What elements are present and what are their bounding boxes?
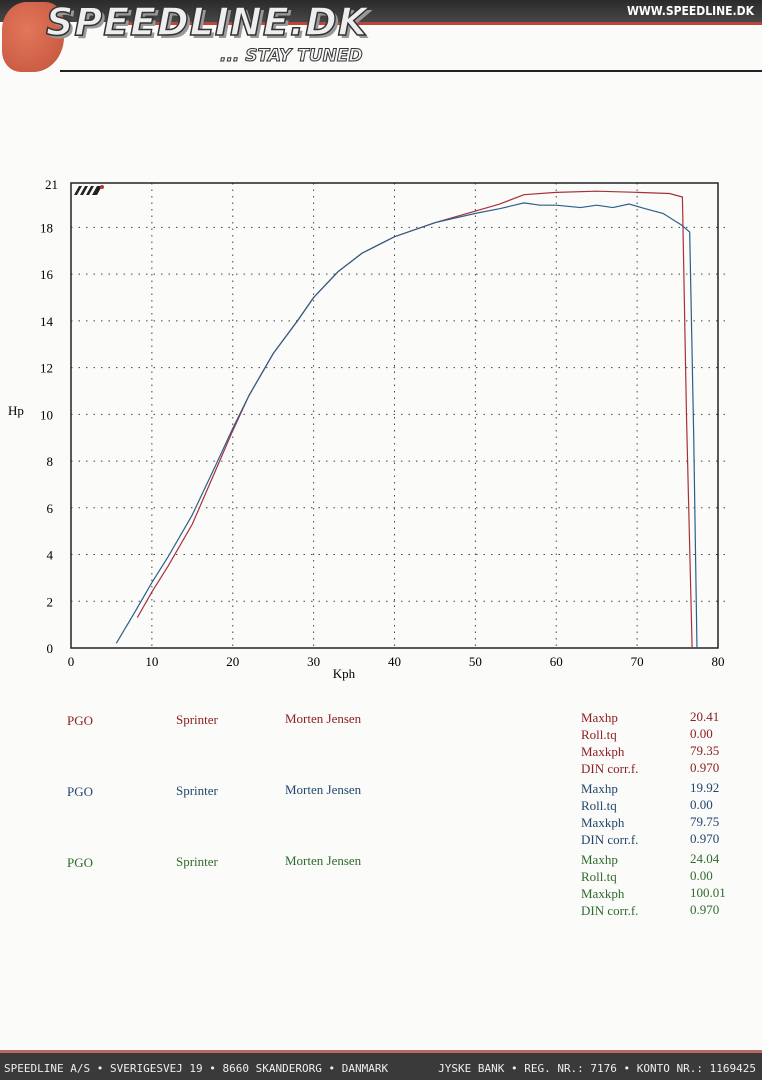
x-tick-label: 0 (68, 654, 75, 669)
y-tick-label: 2 (47, 594, 54, 609)
engineering-logo-dot-icon (100, 185, 104, 189)
y-tick-label: 4 (47, 548, 54, 563)
run-owner: Morten Jensen (285, 782, 362, 797)
stat-label: Maxkph (581, 744, 625, 759)
run-owner: Morten Jensen (285, 853, 362, 868)
header-accent-line (120, 22, 762, 25)
footer: SPEEDLINE A/S • SVERIGESVEJ 19 • 8660 SK… (0, 1050, 762, 1080)
x-tick-label: 40 (388, 654, 401, 669)
stat-value: 0.00 (690, 726, 713, 741)
stat-value: 100.01 (690, 885, 726, 900)
rider-logo-icon (2, 2, 64, 72)
footer-address: SPEEDLINE A/S • SVERIGESVEJ 19 • 8660 SK… (4, 1062, 389, 1075)
y-tick-label: 16 (40, 267, 54, 282)
y-tick-label: 8 (47, 454, 54, 469)
x-tick-label: 60 (550, 654, 563, 669)
y-top-label: 21 (45, 177, 58, 192)
x-tick-label: 30 (307, 654, 320, 669)
stat-label: Maxkph (581, 815, 625, 830)
y-tick-label: 6 (47, 501, 54, 516)
stat-label: Maxhp (581, 852, 618, 867)
stat-value: 20.41 (690, 709, 720, 724)
stat-value: 0.970 (690, 760, 720, 775)
stat-label: Maxkph (581, 886, 625, 901)
stat-value: 19.92 (690, 780, 720, 795)
series-line-1 (115, 202, 698, 649)
stat-label: Roll.tq (581, 869, 617, 884)
header-band (0, 0, 762, 22)
y-tick-label: 0 (47, 641, 54, 656)
x-tick-label: 70 (631, 654, 644, 669)
stat-value: 0.970 (690, 831, 720, 846)
y-tick-label: 14 (40, 314, 54, 329)
stat-value: 0.00 (690, 797, 713, 812)
x-tick-label: 10 (145, 654, 158, 669)
stat-label: DIN corr.f. (581, 832, 639, 847)
stat-value: 79.35 (690, 743, 720, 758)
header: SPEEDLINE.DK ... STAY TUNED WWW.SPEEDLIN… (0, 0, 762, 74)
y-tick-label: 12 (40, 361, 53, 376)
y-tick-label: 18 (40, 220, 53, 235)
brand-logo: SPEEDLINE.DK (45, 0, 369, 44)
stat-label: DIN corr.f. (581, 903, 639, 918)
stat-label: DIN corr.f. (581, 761, 639, 776)
stat-value: 24.04 (690, 851, 720, 866)
footer-bank: JYSKE BANK • REG. NR.: 7176 • KONTO NR.:… (438, 1062, 756, 1075)
y-tick-label: 10 (40, 407, 53, 422)
stat-value: 79.75 (690, 814, 720, 829)
series-line-0 (136, 190, 693, 649)
power-chart: 0 10 20 30 40 50 60 70 80 0 2 4 6 8 10 12 14 16 18 21 Kph Hp (8, 177, 730, 681)
plot-frame (70, 182, 719, 649)
run-model: Sprinter (176, 854, 218, 869)
y-axis-label: Hp (8, 403, 24, 418)
x-tick-label: 50 (469, 654, 482, 669)
run-make: PGO (67, 713, 94, 728)
x-tick-label: 20 (226, 654, 239, 669)
run-make: PGO (67, 784, 94, 799)
stat-value: 0.00 (690, 868, 713, 883)
slogan: ... STAY TUNED (220, 46, 364, 67)
stat-label: Maxhp (581, 710, 618, 725)
stat-value: 0.970 (690, 902, 720, 917)
run-owner: Morten Jensen (285, 711, 362, 726)
stat-label: Roll.tq (581, 727, 617, 742)
run-model: Sprinter (176, 712, 218, 727)
run-make: PGO (67, 855, 94, 870)
x-tick-label: 80 (712, 654, 725, 669)
stat-label: Roll.tq (581, 798, 617, 813)
x-axis-label: Kph (333, 666, 356, 681)
engineering-logo-icon (74, 186, 102, 195)
run-model: Sprinter (176, 783, 218, 798)
stat-label: Maxhp (581, 781, 618, 796)
header-divider (60, 70, 762, 72)
website-url: WWW.SPEEDLINE.DK (626, 4, 754, 18)
